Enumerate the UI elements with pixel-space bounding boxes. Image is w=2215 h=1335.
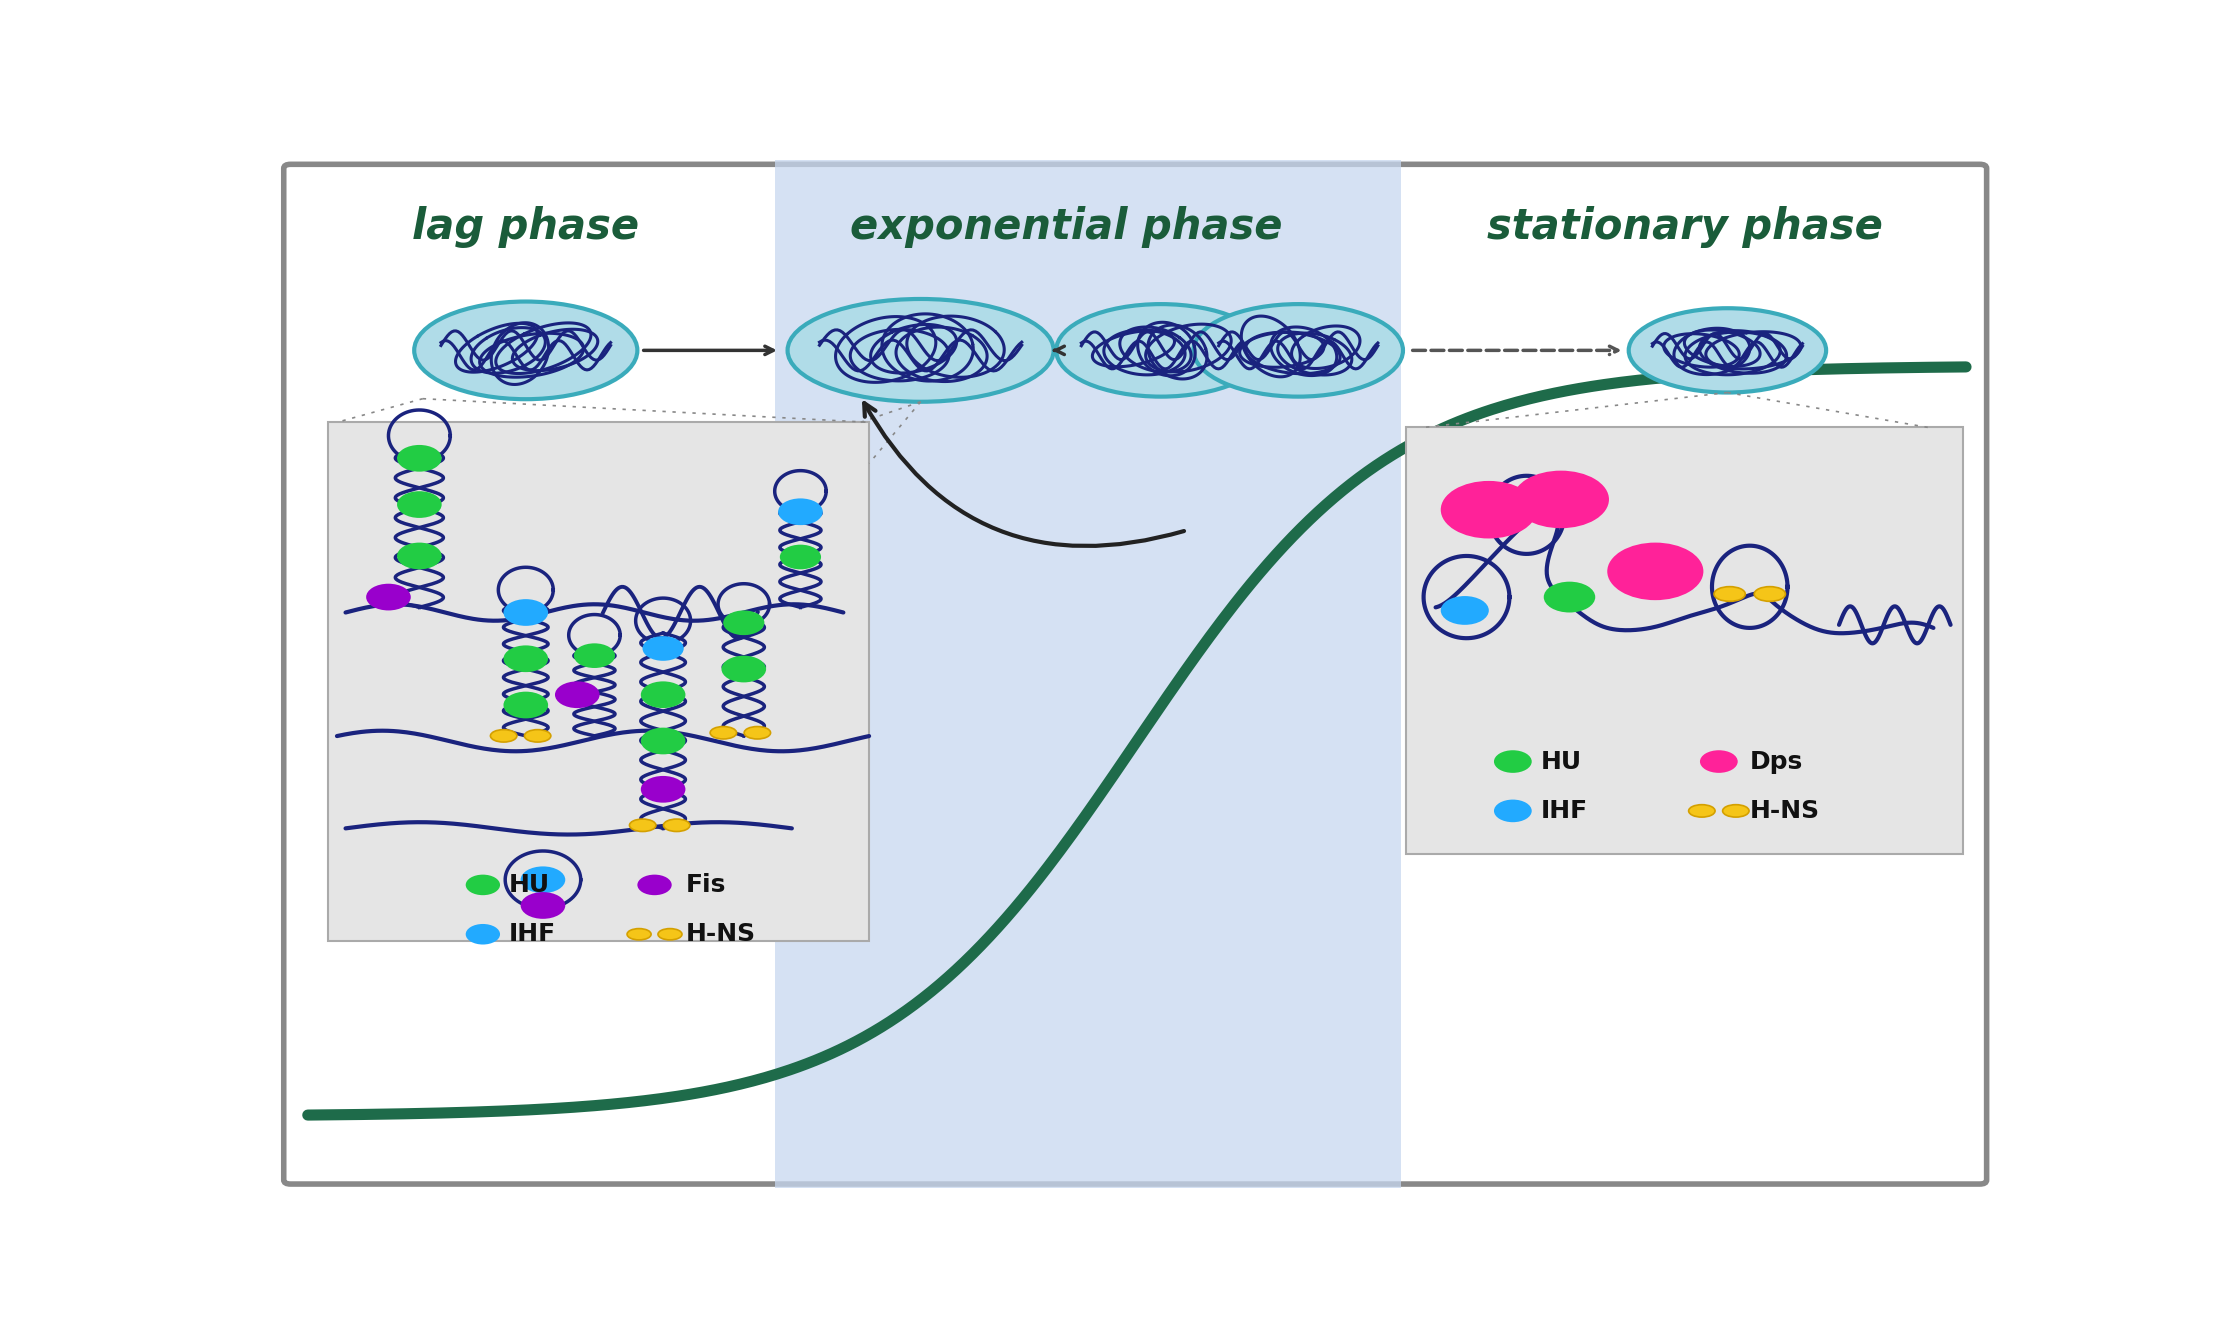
- Ellipse shape: [1057, 304, 1265, 396]
- Ellipse shape: [658, 929, 682, 940]
- Circle shape: [521, 866, 565, 893]
- Ellipse shape: [789, 299, 1054, 402]
- Text: HU: HU: [509, 873, 549, 897]
- Bar: [328, 422, 868, 941]
- Circle shape: [396, 445, 441, 471]
- Text: exponential phase: exponential phase: [851, 206, 1282, 248]
- Ellipse shape: [627, 929, 651, 940]
- Circle shape: [722, 610, 764, 635]
- Text: Dps: Dps: [1750, 749, 1803, 773]
- Text: HU: HU: [1539, 749, 1582, 773]
- Ellipse shape: [1628, 308, 1825, 392]
- Text: stationary phase: stationary phase: [1486, 206, 1883, 248]
- Circle shape: [365, 583, 410, 610]
- Circle shape: [1608, 542, 1703, 601]
- Circle shape: [574, 643, 616, 668]
- Bar: [775, 160, 1402, 1188]
- Circle shape: [642, 637, 684, 661]
- Circle shape: [1493, 800, 1533, 822]
- Ellipse shape: [629, 820, 656, 832]
- Ellipse shape: [1754, 586, 1785, 601]
- Ellipse shape: [414, 302, 638, 399]
- Circle shape: [396, 542, 441, 569]
- Text: H-NS: H-NS: [1750, 798, 1821, 822]
- Circle shape: [640, 776, 684, 802]
- Text: Fis: Fis: [684, 873, 727, 897]
- FancyArrowPatch shape: [864, 403, 1185, 546]
- Ellipse shape: [664, 820, 689, 832]
- Circle shape: [1513, 471, 1608, 529]
- Ellipse shape: [744, 726, 771, 740]
- Circle shape: [780, 545, 822, 569]
- Circle shape: [521, 892, 565, 918]
- Circle shape: [1544, 582, 1595, 613]
- Circle shape: [556, 681, 600, 708]
- Ellipse shape: [1194, 304, 1402, 396]
- Circle shape: [1493, 750, 1533, 773]
- Circle shape: [503, 692, 547, 718]
- Text: IHF: IHF: [1539, 798, 1588, 822]
- Circle shape: [396, 491, 441, 518]
- Circle shape: [503, 645, 547, 672]
- Circle shape: [640, 728, 684, 754]
- Bar: [1407, 427, 1962, 854]
- Ellipse shape: [1714, 586, 1745, 601]
- Circle shape: [465, 874, 501, 896]
- Text: H-NS: H-NS: [684, 922, 755, 947]
- Circle shape: [638, 874, 671, 896]
- Circle shape: [777, 498, 822, 525]
- Text: lag phase: lag phase: [412, 206, 640, 248]
- Ellipse shape: [525, 730, 552, 742]
- Circle shape: [503, 599, 547, 626]
- Circle shape: [465, 924, 501, 945]
- Ellipse shape: [711, 726, 738, 740]
- Circle shape: [1440, 481, 1537, 538]
- FancyBboxPatch shape: [284, 164, 1987, 1184]
- Circle shape: [1440, 595, 1488, 625]
- Ellipse shape: [1723, 805, 1750, 817]
- Circle shape: [1699, 750, 1739, 773]
- Ellipse shape: [1688, 805, 1714, 817]
- Text: IHF: IHF: [509, 922, 556, 947]
- Ellipse shape: [490, 730, 516, 742]
- Circle shape: [640, 681, 684, 708]
- Circle shape: [722, 655, 766, 682]
